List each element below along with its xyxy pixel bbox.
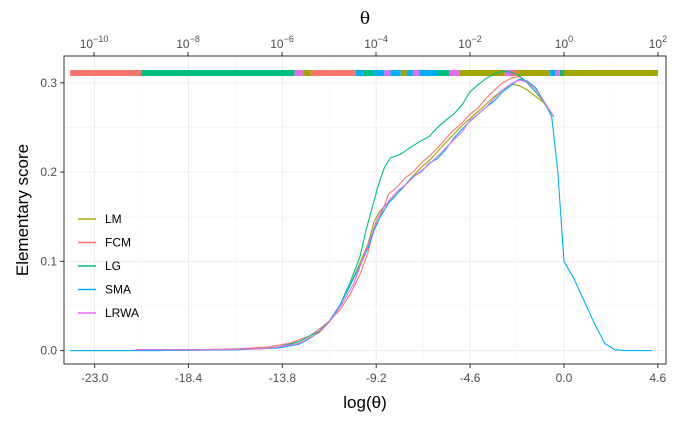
top-axis-title: θ <box>360 9 370 29</box>
best-method-segment-lrwa <box>449 70 460 76</box>
y-tick-label: 0.1 <box>40 254 57 268</box>
top-tick-label: 10−2 <box>458 34 482 51</box>
x-axis-title: log(θ) <box>343 393 386 412</box>
best-method-segment-fcm <box>310 70 356 76</box>
y-axis-title: Elementary score <box>13 144 32 276</box>
x-tick-label: -23.0 <box>81 371 109 385</box>
best-method-segment-sma <box>549 70 556 76</box>
y-tick-label: 0.2 <box>40 165 57 179</box>
legend-label-lm: LM <box>105 212 122 226</box>
best-method-segment-sma <box>419 70 438 76</box>
series-line-fcm <box>135 75 555 351</box>
panel-border <box>63 55 667 365</box>
y-tick-label: 0.0 <box>40 344 57 358</box>
legend-label-fcm: FCM <box>105 236 131 250</box>
legend: LM FCM LG SMA LRWA <box>78 212 139 320</box>
legend-label-lrwa: LRWA <box>105 306 139 320</box>
top-tick-label: 10−4 <box>364 34 388 51</box>
best-method-segment-lrwa <box>504 70 511 76</box>
best-method-segment-lg <box>141 70 295 76</box>
best-method-segment-sma <box>355 70 364 76</box>
legend-label-lg: LG <box>105 259 121 273</box>
series-line-lrwa <box>135 79 555 351</box>
axes: -23.0 -18.4 -13.8 -9.2 -4.6 0.0 4.6 0.0 0.1 0.2 0.… <box>40 34 667 385</box>
best-method-segment-lm <box>302 70 311 76</box>
x-tick-label: 0.0 <box>556 371 573 385</box>
best-method-segment-lm <box>400 70 407 76</box>
top-tick-label: 100 <box>555 34 573 51</box>
best-method-segment-sma <box>406 70 413 76</box>
top-tick-label: 10−10 <box>80 34 109 51</box>
best-method-segment-fcm <box>70 70 142 76</box>
best-method-segment-lg <box>363 70 375 76</box>
top-tick-label: 10−6 <box>270 34 294 51</box>
best-method-segment-sma <box>390 70 401 76</box>
best-method-segment-lrwa <box>555 70 560 76</box>
best-method-segment-lm <box>517 70 550 76</box>
x-tick-label: 4.6 <box>649 371 666 385</box>
best-method-segment-lrwa <box>384 70 391 76</box>
best-method-segment-lm <box>563 70 658 76</box>
top-tick-label: 102 <box>649 34 667 51</box>
best-method-segment-lg <box>559 70 564 76</box>
y-tick-label: 0.3 <box>40 76 57 90</box>
top-tick-label: 10−8 <box>176 34 200 51</box>
x-tick-label: -4.6 <box>460 371 481 385</box>
series-lines <box>70 70 652 352</box>
x-tick-label: -18.4 <box>175 371 203 385</box>
best-method-bar <box>70 70 658 76</box>
x-tick-label: -9.2 <box>366 371 387 385</box>
best-method-segment-lg <box>437 70 450 76</box>
best-method-segment-lrwa <box>412 70 420 76</box>
best-method-segment-sma <box>374 70 385 76</box>
series-line-sma <box>70 78 652 352</box>
best-method-segment-lrwa <box>294 70 303 76</box>
x-tick-label: -13.8 <box>269 371 297 385</box>
best-method-segment-lm <box>459 70 505 76</box>
legend-label-sma: SMA <box>105 283 131 297</box>
